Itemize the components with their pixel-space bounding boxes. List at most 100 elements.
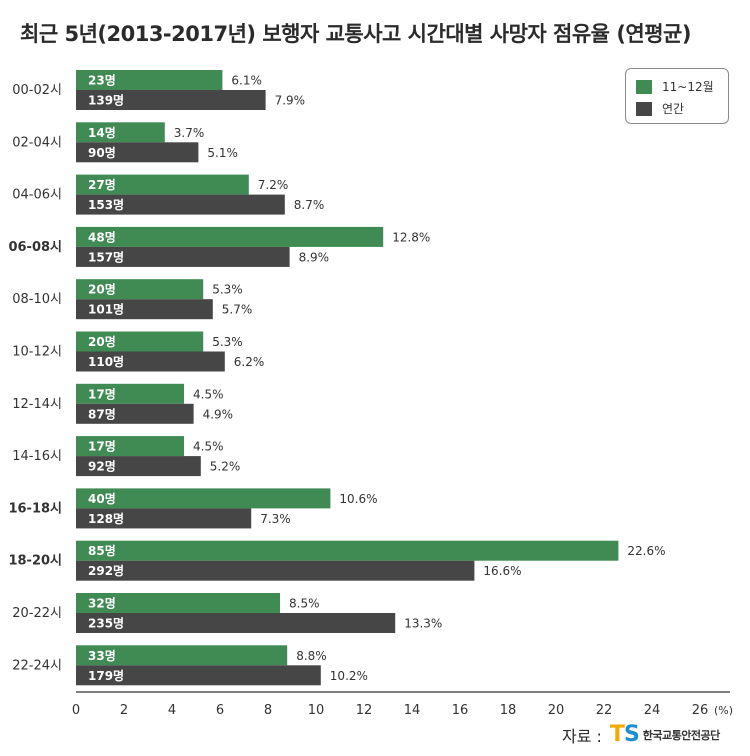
x-tick-label-11: 20 — [548, 703, 565, 718]
bar-nov-dec-2 — [76, 122, 165, 143]
category-label-4: 06-08시 — [8, 240, 62, 255]
bar-nov-dec-5 — [76, 279, 204, 300]
legend-label-2: 연간 — [662, 102, 685, 116]
bar-annual-2 — [76, 142, 199, 163]
bar-nov-dec-7 — [76, 383, 184, 404]
bar-nov-dec-9 — [76, 488, 331, 509]
value-label-annual-10: 16.6% — [483, 564, 521, 578]
x-tick-label-6: 10 — [308, 703, 325, 718]
value-label-nov-dec-7: 4.5% — [193, 387, 224, 401]
bar-nov-dec-6 — [76, 331, 204, 352]
x-axis-unit: (%) — [714, 704, 733, 717]
legend: 11~12월 연간 — [625, 68, 729, 124]
value-label-annual-9: 7.3% — [260, 512, 291, 526]
x-tick-label-4: 6 — [216, 703, 224, 718]
source-note: 자료 : TS 한국교통안전공단 — [562, 722, 720, 747]
x-tick-label-13: 24 — [644, 703, 661, 718]
count-label-annual-3: 153명 — [88, 198, 124, 212]
x-tick-label-8: 14 — [404, 703, 421, 718]
value-label-nov-dec-2: 3.7% — [174, 126, 205, 140]
source-org: 한국교통안전공단 — [642, 728, 720, 742]
legend-label-1: 11~12월 — [662, 80, 714, 94]
x-tick-label-10: 18 — [500, 703, 517, 718]
ts-logo-t: T — [609, 722, 625, 747]
bar-nov-dec-1 — [76, 70, 223, 90]
bar-annual-4 — [76, 246, 290, 267]
bar-nov-dec-4 — [76, 226, 384, 247]
value-label-annual-5: 5.7% — [222, 303, 253, 317]
legend-swatch-1 — [636, 79, 652, 94]
x-tick-label-1: 0 — [72, 703, 80, 718]
category-label-12: 22-24시 — [12, 658, 62, 673]
chart-title: 최근 5년(2013-2017년) 보행자 교통사고 시간대별 사망자 점유율 … — [20, 22, 691, 46]
value-label-nov-dec-8: 4.5% — [193, 440, 224, 454]
count-label-nov-dec-6: 20명 — [88, 335, 116, 349]
value-label-annual-7: 4.9% — [203, 407, 234, 421]
bar-nov-dec-10 — [76, 540, 619, 561]
x-tick-label-5: 8 — [264, 703, 272, 718]
value-label-nov-dec-6: 5.3% — [212, 335, 243, 349]
value-label-nov-dec-10: 22.6% — [627, 544, 665, 558]
value-label-nov-dec-9: 10.6% — [339, 492, 377, 506]
value-label-annual-1: 7.9% — [275, 94, 306, 108]
category-label-5: 08-10시 — [12, 292, 62, 307]
bar-annual-6 — [76, 351, 225, 372]
bar-annual-10 — [76, 560, 475, 581]
count-label-nov-dec-4: 48명 — [88, 230, 116, 244]
value-label-annual-8: 5.2% — [210, 460, 241, 474]
x-tick-label-12: 22 — [596, 703, 613, 718]
bar-annual-11 — [76, 613, 396, 633]
count-label-nov-dec-7: 17명 — [88, 387, 116, 401]
x-axis: 0 2 4 6 8 10 12 14 16 18 20 22 24 26 (%) — [72, 691, 733, 718]
value-label-annual-12: 10.2% — [330, 669, 368, 683]
bar-annual-5 — [76, 299, 213, 320]
x-tick-label-9: 16 — [452, 703, 469, 718]
ts-logo: TS 한국교통안전공단 — [610, 722, 720, 747]
category-label-10: 18-20시 — [8, 554, 62, 569]
legend-item-1: 11~12월 — [636, 78, 714, 95]
count-label-nov-dec-3: 27명 — [88, 178, 116, 192]
x-tick-label-2: 2 — [120, 703, 128, 718]
count-label-nov-dec-12: 33명 — [88, 649, 116, 663]
count-label-nov-dec-1: 23명 — [88, 74, 116, 88]
category-label-3: 04-06시 — [12, 188, 62, 203]
bar-annual-8 — [76, 456, 201, 477]
count-label-annual-5: 101명 — [88, 303, 124, 317]
value-label-annual-4: 8.9% — [299, 250, 330, 264]
value-label-annual-3: 8.7% — [294, 198, 325, 212]
count-label-nov-dec-10: 85명 — [88, 544, 116, 558]
count-label-nov-dec-9: 40명 — [88, 492, 116, 506]
ts-logo-mark: TS — [609, 722, 640, 747]
value-label-nov-dec-11: 8.5% — [289, 597, 320, 611]
count-label-nov-dec-5: 20명 — [88, 283, 116, 297]
bars-group — [76, 70, 619, 686]
count-label-annual-8: 92명 — [88, 460, 116, 474]
category-label-1: 00-02시 — [12, 83, 62, 98]
x-tick-label-7: 12 — [356, 703, 373, 718]
count-label-nov-dec-2: 14명 — [88, 126, 116, 140]
source-label: 자료 : — [562, 726, 602, 746]
count-label-annual-9: 128명 — [88, 512, 124, 526]
bar-annual-9 — [76, 508, 252, 529]
value-label-nov-dec-3: 7.2% — [258, 178, 289, 192]
count-label-annual-4: 157명 — [88, 250, 124, 264]
value-label-annual-11: 13.3% — [404, 617, 442, 631]
value-label-nov-dec-4: 12.8% — [392, 230, 430, 244]
value-label-nov-dec-12: 8.8% — [296, 649, 327, 663]
category-label-9: 16-18시 — [8, 501, 62, 516]
count-label-annual-11: 235명 — [88, 617, 124, 631]
value-label-nov-dec-5: 5.3% — [212, 283, 243, 297]
count-label-nov-dec-8: 17명 — [88, 440, 116, 454]
count-label-annual-12: 179명 — [88, 669, 124, 683]
category-label-2: 02-04시 — [12, 135, 62, 150]
bar-nov-dec-11 — [76, 593, 280, 613]
ts-logo-s: S — [623, 722, 640, 747]
bar-annual-1 — [76, 90, 266, 110]
bar-nov-dec-3 — [76, 174, 249, 195]
labels-group: 00-02시 23명 6.1% 139명 7.9% 02-04시 14명 3.7% 90명 5.1… — [8, 74, 665, 683]
count-label-annual-6: 110명 — [88, 355, 124, 369]
count-label-annual-2: 90명 — [88, 146, 116, 160]
category-label-11: 20-22시 — [12, 606, 62, 621]
